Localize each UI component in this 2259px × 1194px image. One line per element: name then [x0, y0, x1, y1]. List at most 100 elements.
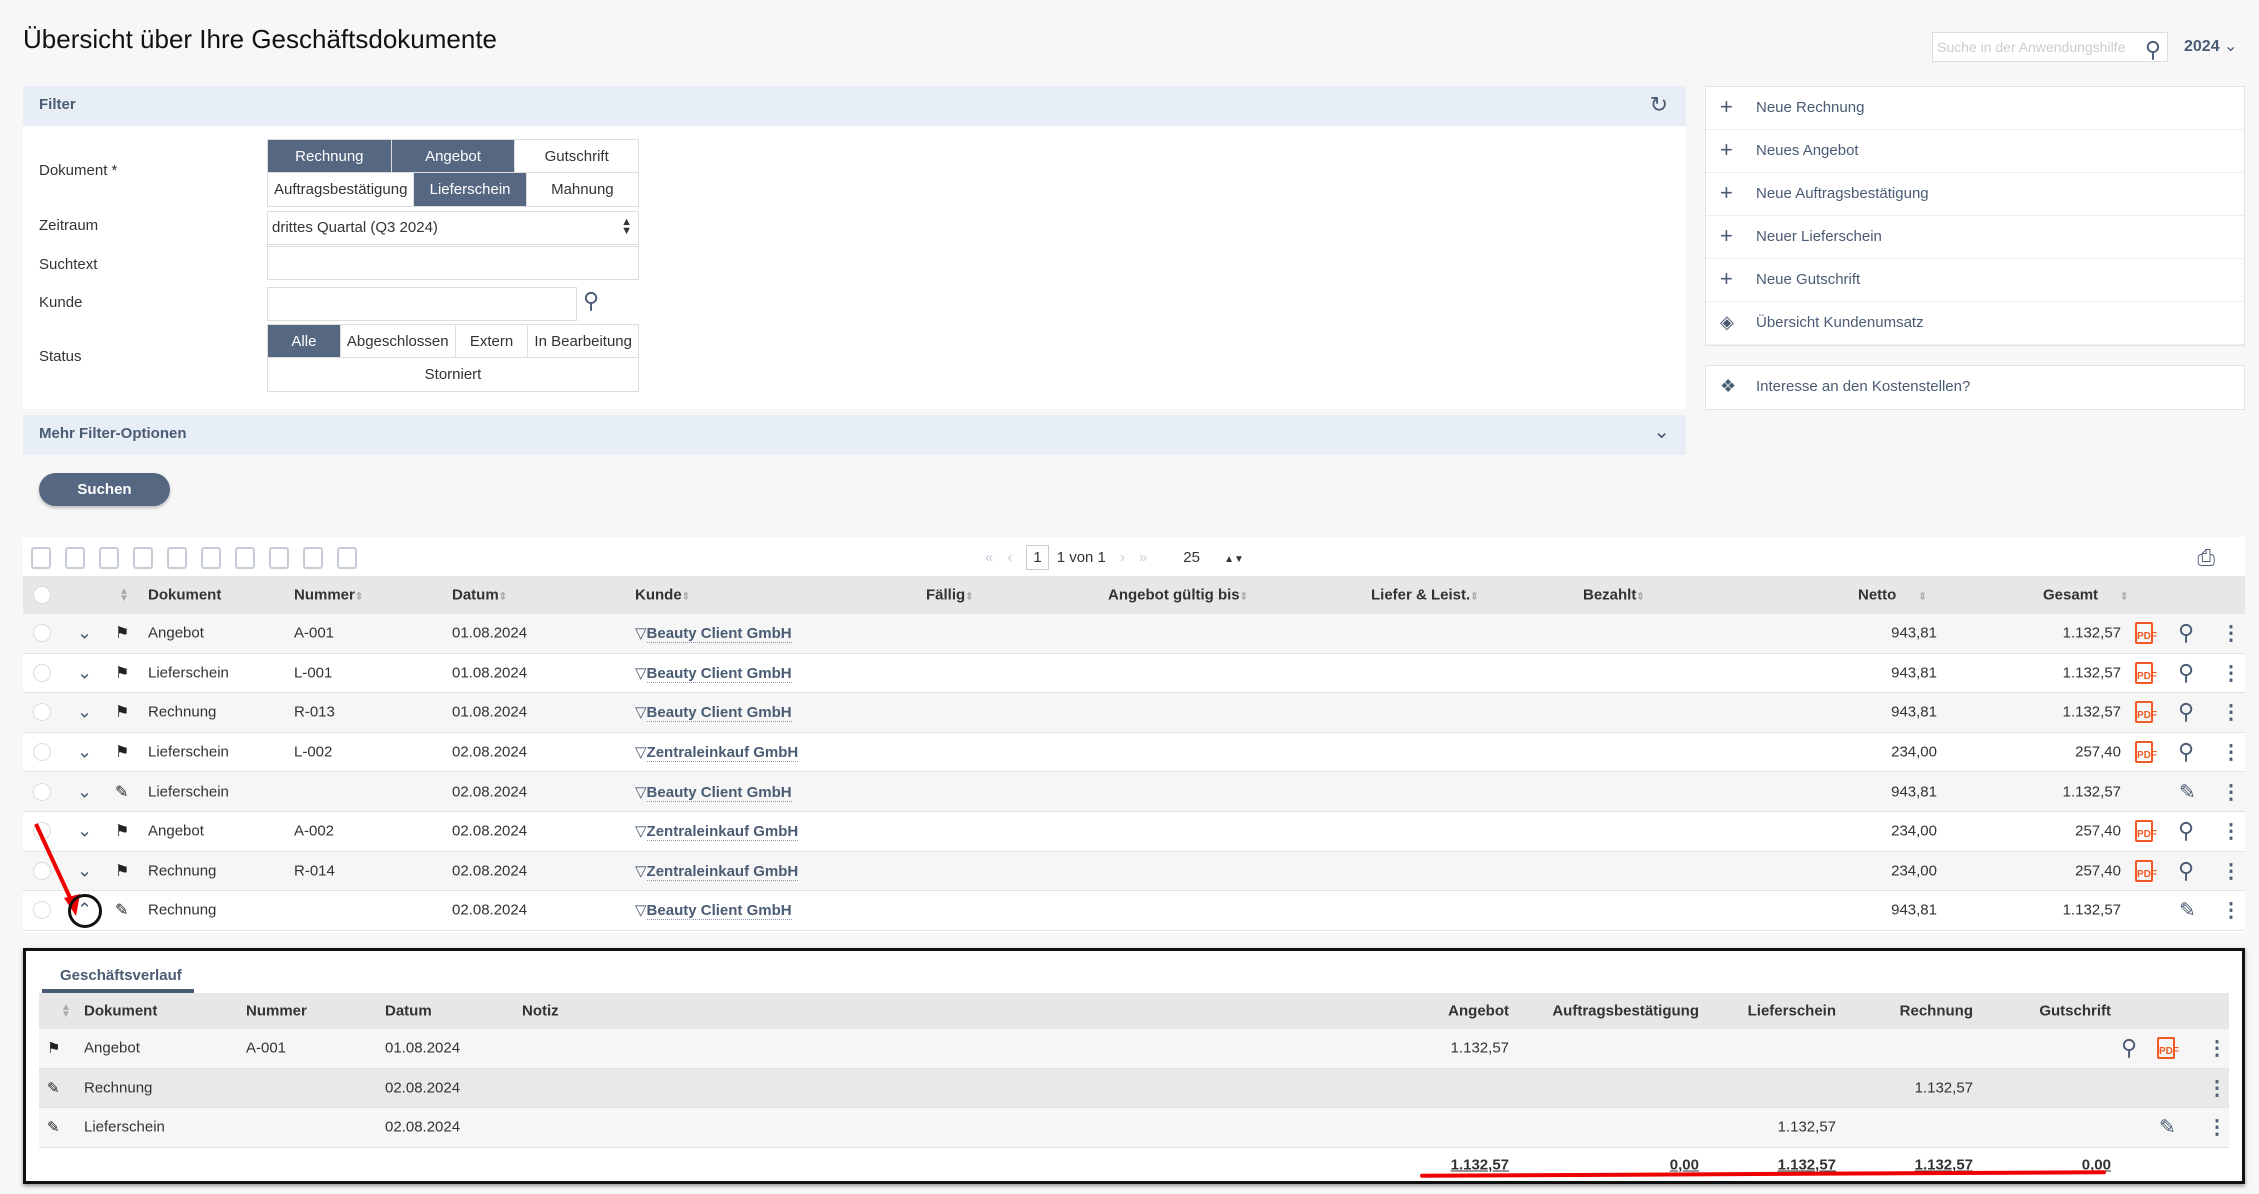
filter-icon[interactable]: ▽: [635, 783, 647, 801]
more-options-icon[interactable]: ⋮: [2221, 860, 2241, 883]
truck-icon[interactable]: [269, 547, 289, 569]
year-select[interactable]: 2024 ⌄: [2184, 36, 2237, 56]
help-search-input[interactable]: Suche in der Anwendungshilfe ⚲: [1932, 32, 2168, 62]
filter-icon[interactable]: ▽: [635, 704, 647, 722]
column-header-bezahlt[interactable]: Bezahlt⇕: [1583, 587, 1645, 604]
document-icon[interactable]: [65, 547, 85, 569]
kunde-link[interactable]: ▽Beauty Client GmbH: [635, 624, 792, 644]
kunde-name[interactable]: Zentraleinkauf GmbH: [646, 823, 799, 842]
print-icon[interactable]: ⎙: [2197, 545, 2215, 570]
quick-action-item[interactable]: + Neue Auftragsbestätigung: [1706, 173, 2244, 216]
table-row[interactable]: ⌃ ✎ Rechnung 02.08.2024 ▽Beauty Client GmbH 9…: [23, 891, 2245, 931]
expand-chevron-icon[interactable]: ⌄: [77, 820, 93, 841]
kunde-name[interactable]: Beauty Client GmbH: [646, 902, 792, 921]
status-option-in-bearbeitung[interactable]: In Bearbeitung: [534, 333, 632, 350]
column-header-liefer[interactable]: Liefer & Leist.⇕: [1371, 587, 1479, 604]
kunde-link[interactable]: ▽Zentraleinkauf GmbH: [635, 743, 799, 763]
search-icon[interactable]: ⚲: [2178, 659, 2195, 685]
column-header-netto[interactable]: Netto ⇕: [1858, 587, 1927, 604]
column-header-gesamt[interactable]: Gesamt ⇕: [2043, 587, 2128, 604]
quick-action-item[interactable]: + Neue Rechnung: [1706, 87, 2244, 130]
kunde-link[interactable]: ▽Zentraleinkauf GmbH: [635, 822, 799, 842]
table-row[interactable]: ⌄ ⚑ Rechnung R-013 01.08.2024 ▽Beauty Client …: [23, 693, 2245, 733]
bell-icon[interactable]: [337, 547, 357, 569]
more-options-icon[interactable]: ⋮: [2221, 701, 2241, 724]
calendar-check-icon[interactable]: [303, 547, 323, 569]
last-page-icon[interactable]: »: [1138, 549, 1148, 566]
thumbs-up-icon[interactable]: [133, 547, 153, 569]
row-checkbox[interactable]: [33, 624, 51, 643]
per-page-select[interactable]: 25 ▲▼: [1183, 549, 1244, 566]
refresh-icon[interactable]: ↻: [1649, 92, 1668, 117]
search-icon[interactable]: ⚲: [2178, 857, 2195, 883]
tools-icon[interactable]: [201, 547, 221, 569]
status-option-extern[interactable]: Extern: [456, 325, 529, 358]
quick-action-item[interactable]: + Neues Angebot: [1706, 130, 2244, 173]
suchtext-input[interactable]: [267, 246, 639, 280]
more-options-icon[interactable]: ⋮: [2207, 1077, 2227, 1100]
quick-action-item[interactable]: + Neue Gutschrift: [1706, 259, 2244, 302]
more-options-icon[interactable]: ⋮: [2221, 899, 2241, 922]
kunde-link[interactable]: ▽Beauty Client GmbH: [635, 664, 792, 683]
select-all-checkbox[interactable]: [33, 586, 51, 604]
more-options-icon[interactable]: ⋮: [2221, 622, 2241, 645]
expand-chevron-icon[interactable]: ⌄: [77, 741, 93, 762]
tab-geschaeftsverlauf[interactable]: Geschäftsverlauf: [42, 961, 194, 993]
history-row[interactable]: ⚑ Angebot A-001 01.08.2024 1.132,57 ⚲ PDF ⋮: [39, 1029, 2229, 1069]
first-page-icon[interactable]: «: [985, 549, 994, 566]
expand-chevron-icon[interactable]: ⌄: [77, 781, 93, 802]
thumbs-down-icon[interactable]: [167, 547, 187, 569]
pdf-icon[interactable]: PDF: [2135, 701, 2157, 724]
pdf-icon[interactable]: PDF: [2135, 622, 2157, 645]
kunde-search-icon[interactable]: ⚲: [583, 288, 600, 313]
row-checkbox[interactable]: [33, 703, 51, 722]
column-header-kunde[interactable]: Kunde⇕: [635, 587, 690, 604]
kunde-input[interactable]: [267, 287, 577, 321]
status-option-storniert[interactable]: Storniert: [424, 366, 482, 383]
kunde-link[interactable]: ▽Beauty Client GmbH: [635, 703, 792, 723]
column-header-dokument[interactable]: Dokument: [148, 587, 221, 604]
filter-icon[interactable]: ▽: [635, 625, 647, 643]
dokument-option-rechnung[interactable]: Rechnung: [268, 140, 392, 173]
pencil-icon[interactable]: ✎: [2179, 899, 2196, 922]
zeitraum-select[interactable]: drittes Quartal (Q3 2024) ▲ ▼: [267, 211, 639, 245]
kunde-name[interactable]: Beauty Client GmbH: [646, 704, 792, 723]
kunde-name[interactable]: Zentraleinkauf GmbH: [646, 862, 799, 881]
kunde-name[interactable]: Zentraleinkauf GmbH: [646, 744, 799, 763]
column-header-faellig[interactable]: Fällig⇕: [926, 587, 974, 604]
filter-icon[interactable]: ▽: [635, 744, 647, 762]
page-input[interactable]: 1: [1026, 545, 1049, 570]
dokument-option-lieferschein[interactable]: Lieferschein: [414, 173, 527, 206]
kunde-name[interactable]: Beauty Client GmbH: [646, 783, 792, 802]
kunde-name[interactable]: Beauty Client GmbH: [646, 664, 792, 683]
search-button[interactable]: Suchen: [39, 473, 170, 506]
sort-icon[interactable]: ▲ ▼: [61, 1002, 71, 1020]
dokument-option-auftragsbestätigung[interactable]: Auftragsbestätigung: [268, 173, 415, 206]
quick-action-item[interactable]: + Neuer Lieferschein: [1706, 216, 2244, 259]
row-checkbox[interactable]: [33, 861, 51, 880]
status-option-alle[interactable]: Alle: [268, 325, 341, 358]
list-icon[interactable]: [31, 547, 51, 569]
filter-icon[interactable]: ▽: [635, 902, 647, 920]
more-options-icon[interactable]: ⋮: [2221, 781, 2241, 804]
pencil-icon[interactable]: ✎: [2159, 1116, 2176, 1139]
more-options-icon[interactable]: ⋮: [2207, 1116, 2227, 1139]
search-icon[interactable]: ⚲: [2178, 699, 2195, 725]
expand-chevron-icon[interactable]: ⌄: [77, 701, 93, 722]
row-checkbox[interactable]: [33, 663, 51, 682]
dokument-option-gutschrift[interactable]: Gutschrift: [544, 148, 609, 165]
prev-page-icon[interactable]: ‹: [1007, 549, 1013, 566]
pencil-icon[interactable]: ✎: [2179, 781, 2196, 804]
sort-icon[interactable]: ▲ ▼: [119, 586, 129, 604]
kostenstellen-link[interactable]: ❖ Interesse an den Kostenstellen?: [1706, 366, 2244, 409]
column-header-datum[interactable]: Datum⇕: [452, 587, 507, 604]
column-header-gueltig[interactable]: Angebot gültig bis⇕: [1108, 587, 1248, 604]
row-checkbox[interactable]: [33, 901, 51, 920]
search-icon[interactable]: ⚲: [2178, 739, 2195, 765]
table-row[interactable]: ⌄ ⚑ Lieferschein L-002 02.08.2024 ▽Zentralein…: [23, 733, 2245, 773]
kunde-link[interactable]: ▽Beauty Client GmbH: [635, 783, 792, 802]
table-row[interactable]: ⌄ ⚑ Angebot A-002 02.08.2024 ▽Zentraleinkauf …: [23, 812, 2245, 852]
more-options-icon[interactable]: ⋮: [2221, 741, 2241, 764]
mail-icon[interactable]: [99, 547, 119, 569]
more-options-icon[interactable]: ⋮: [2221, 820, 2241, 843]
